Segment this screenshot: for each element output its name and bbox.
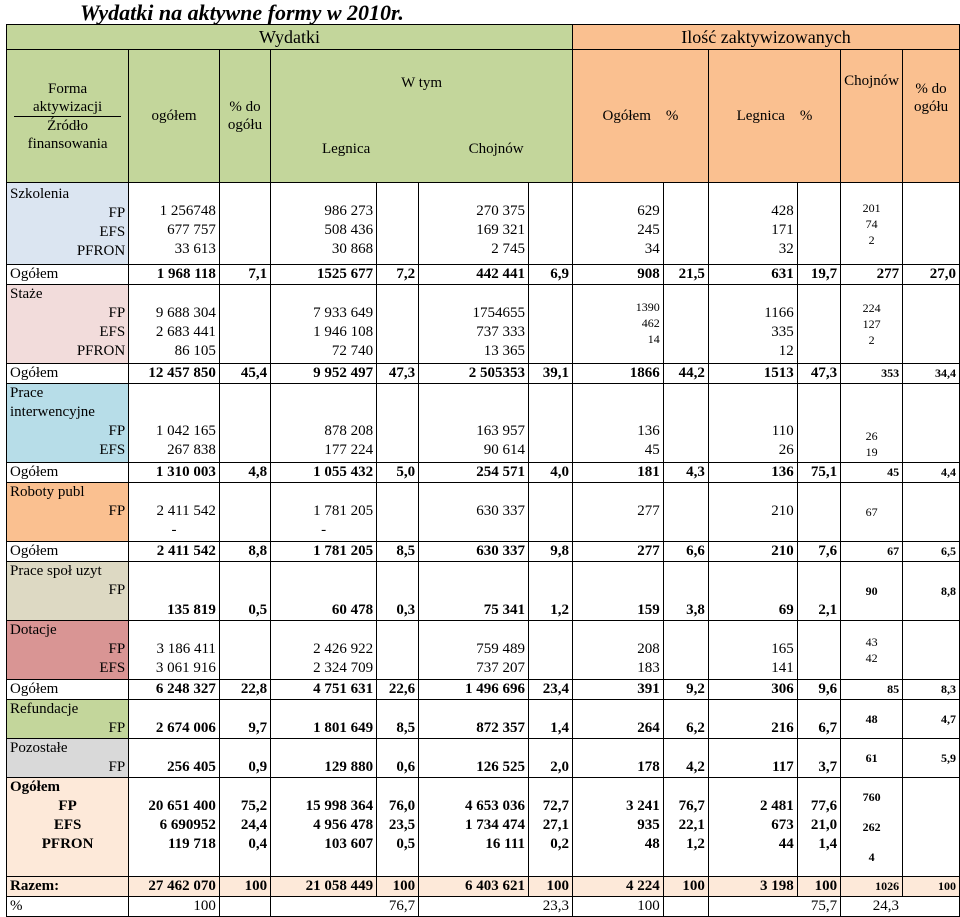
header-il-legnica: Legnica % bbox=[707, 49, 842, 183]
ogolem-all-lpct: 76,0 23,5 0,5 bbox=[376, 777, 420, 877]
header-w-tym: W tym Legnica Chojnów bbox=[270, 49, 574, 183]
roboty-chojnow: 630 337 bbox=[418, 482, 530, 542]
header-chojnow: Chojnów bbox=[468, 141, 524, 157]
header-forma: Forma aktywizacji Źródło finansowania bbox=[5, 49, 130, 183]
dotacje-sum-row: Ogółem 6 248 327 22,8 4 751 631 22,6 1 4… bbox=[5, 679, 960, 700]
staze-chojnow: 1754655 737 333 13 365 bbox=[418, 284, 530, 364]
section-label: Ogółem bbox=[10, 779, 60, 795]
szkolenia-il-legnica: 428 171 32 bbox=[707, 182, 798, 265]
ogolem-all-ilpct: 76,7 22,1 1,2 bbox=[662, 777, 709, 877]
dotacje-il-ogolem: 208 183 bbox=[572, 620, 664, 680]
staze-il-ogolem: 1390 462 14 bbox=[572, 284, 664, 364]
header-legnica: Legnica bbox=[321, 141, 371, 157]
section-label: Roboty publ bbox=[10, 484, 85, 500]
ogolem-all-il: 3 241 935 48 bbox=[572, 777, 664, 877]
section-label: Pozostałe bbox=[10, 740, 68, 756]
ogolem-all-chojnow: 4 653 036 1 734 474 16 111 bbox=[418, 777, 530, 877]
section-roboty: Roboty publ FP 2 411 542- 1 781 205- 630… bbox=[5, 482, 960, 542]
roboty-il-legnica: 210 bbox=[707, 482, 798, 542]
expenditure-table: Wydatki Ilość zaktywizowanych Forma akty… bbox=[5, 24, 960, 917]
dotacje-il-chojnow: 43 42 bbox=[840, 620, 904, 680]
interw-il-chojnow: 26 19 bbox=[840, 383, 904, 463]
ogolem-all-illpct: 77,6 21,0 1,4 bbox=[796, 777, 842, 877]
header-ogolem: ogółem bbox=[128, 49, 220, 183]
dotacje-chojnow: 759 489 737 207 bbox=[418, 620, 530, 680]
ogolem-all-cpct: 72,7 27,1 0,2 bbox=[528, 777, 574, 877]
roboty-ogolem: 2 411 542- bbox=[128, 482, 220, 542]
roboty-sum-row: Ogółem 2 411 542 8,8 1 781 205 8,5 630 3… bbox=[5, 541, 960, 562]
section-refundacje: Refundacje FP 2 674 006 9,7 1 801 649 8,… bbox=[5, 699, 960, 739]
page-title: Wydatki na aktywne formy w 2010r. bbox=[80, 0, 404, 25]
interw-il-ogolem: 136 45 bbox=[572, 383, 664, 463]
section-label: Prace społ uzyt bbox=[10, 563, 102, 579]
szkolenia-sum-row: Ogółem 1 968 118 7,1 1525 677 7,2 442 44… bbox=[5, 264, 960, 285]
header-wydatki: Wydatki bbox=[5, 24, 574, 50]
pct-row: % 100 76,7 23,3 100 75,7 24,3 bbox=[5, 896, 960, 917]
section-pozostale: Pozostałe FP 256 405 0,9 129 880 0,6 126… bbox=[5, 738, 960, 778]
staze-sum-row: Ogółem 12 457 850 45,4 9 952 497 47,3 2 … bbox=[5, 363, 960, 384]
ogolem-all-ill: 2 481 673 44 bbox=[707, 777, 798, 877]
section-label: Refundacje bbox=[10, 701, 79, 717]
header-il-chojnow: Chojnów bbox=[840, 49, 904, 183]
staze-il-chojnow: 224 127 2 bbox=[840, 284, 904, 364]
roboty-legnica: 1 781 205- bbox=[270, 482, 378, 542]
section-label: Dotacje bbox=[10, 622, 57, 638]
szkolenia-legnica: 986 273 508 436 30 868 bbox=[270, 182, 378, 265]
ogolem-all-ilc: 760 262 4 bbox=[840, 777, 904, 877]
roboty-il-ogolem: 277 bbox=[572, 482, 664, 542]
ogolem-all-ogolem: 20 651 400 6 690952 119 718 bbox=[128, 777, 220, 877]
interw-legnica: 878 208 177 224 bbox=[270, 383, 378, 463]
section-szkolenia: Szkolenia FP EFS PFRON 1 256748 677 757 33… bbox=[5, 182, 960, 265]
header-row-1: Wydatki Ilość zaktywizowanych bbox=[5, 24, 960, 50]
szkolenia-il-chojnow: 201 74 2 bbox=[840, 182, 904, 265]
section-label: Prace bbox=[10, 385, 44, 401]
header-pct-ogolu: % do ogółu bbox=[218, 49, 272, 183]
razem-row: Razem: 27 462 070 100 21 058 449 100 6 4… bbox=[5, 876, 960, 897]
dotacje-legnica: 2 426 922 2 324 709 bbox=[270, 620, 378, 680]
header-ilosc: Ilość zaktywizowanych bbox=[572, 24, 960, 50]
interw-sum-row: Ogółem 1 310 003 4,8 1 055 432 5,0 254 5… bbox=[5, 462, 960, 483]
roboty-il-chojnow: 67 bbox=[840, 482, 904, 542]
section-spol: Prace społ uzyt FP 135 819 0,5 60 478 0,… bbox=[5, 561, 960, 621]
ogolem-all-legnica: 15 998 364 4 956 478 103 607 bbox=[270, 777, 378, 877]
interw-il-legnica: 110 26 bbox=[707, 383, 798, 463]
staze-legnica: 7 933 649 1 946 108 72 740 bbox=[270, 284, 378, 364]
section-label: Staże bbox=[10, 286, 43, 302]
dotacje-il-legnica: 165 141 bbox=[707, 620, 798, 680]
section-staze: Staże FP EFS PFRON 9 688 304 2 683 441 86 … bbox=[5, 284, 960, 364]
interw-ogolem: 1 042 165 267 838 bbox=[128, 383, 220, 463]
ogolem-all-pct: 75,2 24,4 0,4 bbox=[218, 777, 272, 877]
staze-ogolem: 9 688 304 2 683 441 86 105 bbox=[128, 284, 220, 364]
section-dotacje: Dotacje FP EFS 3 186 411 3 061 916 2 426 … bbox=[5, 620, 960, 680]
staze-il-legnica: 1166 335 12 bbox=[707, 284, 798, 364]
header-il-pct: % do ogółu bbox=[902, 49, 960, 183]
dotacje-ogolem: 3 186 411 3 061 916 bbox=[128, 620, 220, 680]
section-ogolem-all: Ogółem FP EFS PFRON 20 651 400 6 690952 11… bbox=[5, 777, 960, 877]
section-label: Szkolenia bbox=[10, 186, 70, 202]
szkolenia-il-ogolem: 629 245 34 bbox=[572, 182, 664, 265]
header-il-ogolem: Ogółem % bbox=[572, 49, 709, 183]
header-row-2: Forma aktywizacji Źródło finansowania og… bbox=[5, 49, 960, 183]
szkolenia-ogolem: 1 256748 677 757 33 613 bbox=[128, 182, 220, 265]
section-interwencyjne: Prace interwencyjne FP EFS 1 042 165 267 … bbox=[5, 383, 960, 463]
interw-chojnow: 163 957 90 614 bbox=[418, 383, 530, 463]
szkolenia-chojnow: 270 375 169 321 2 745 bbox=[418, 182, 530, 265]
